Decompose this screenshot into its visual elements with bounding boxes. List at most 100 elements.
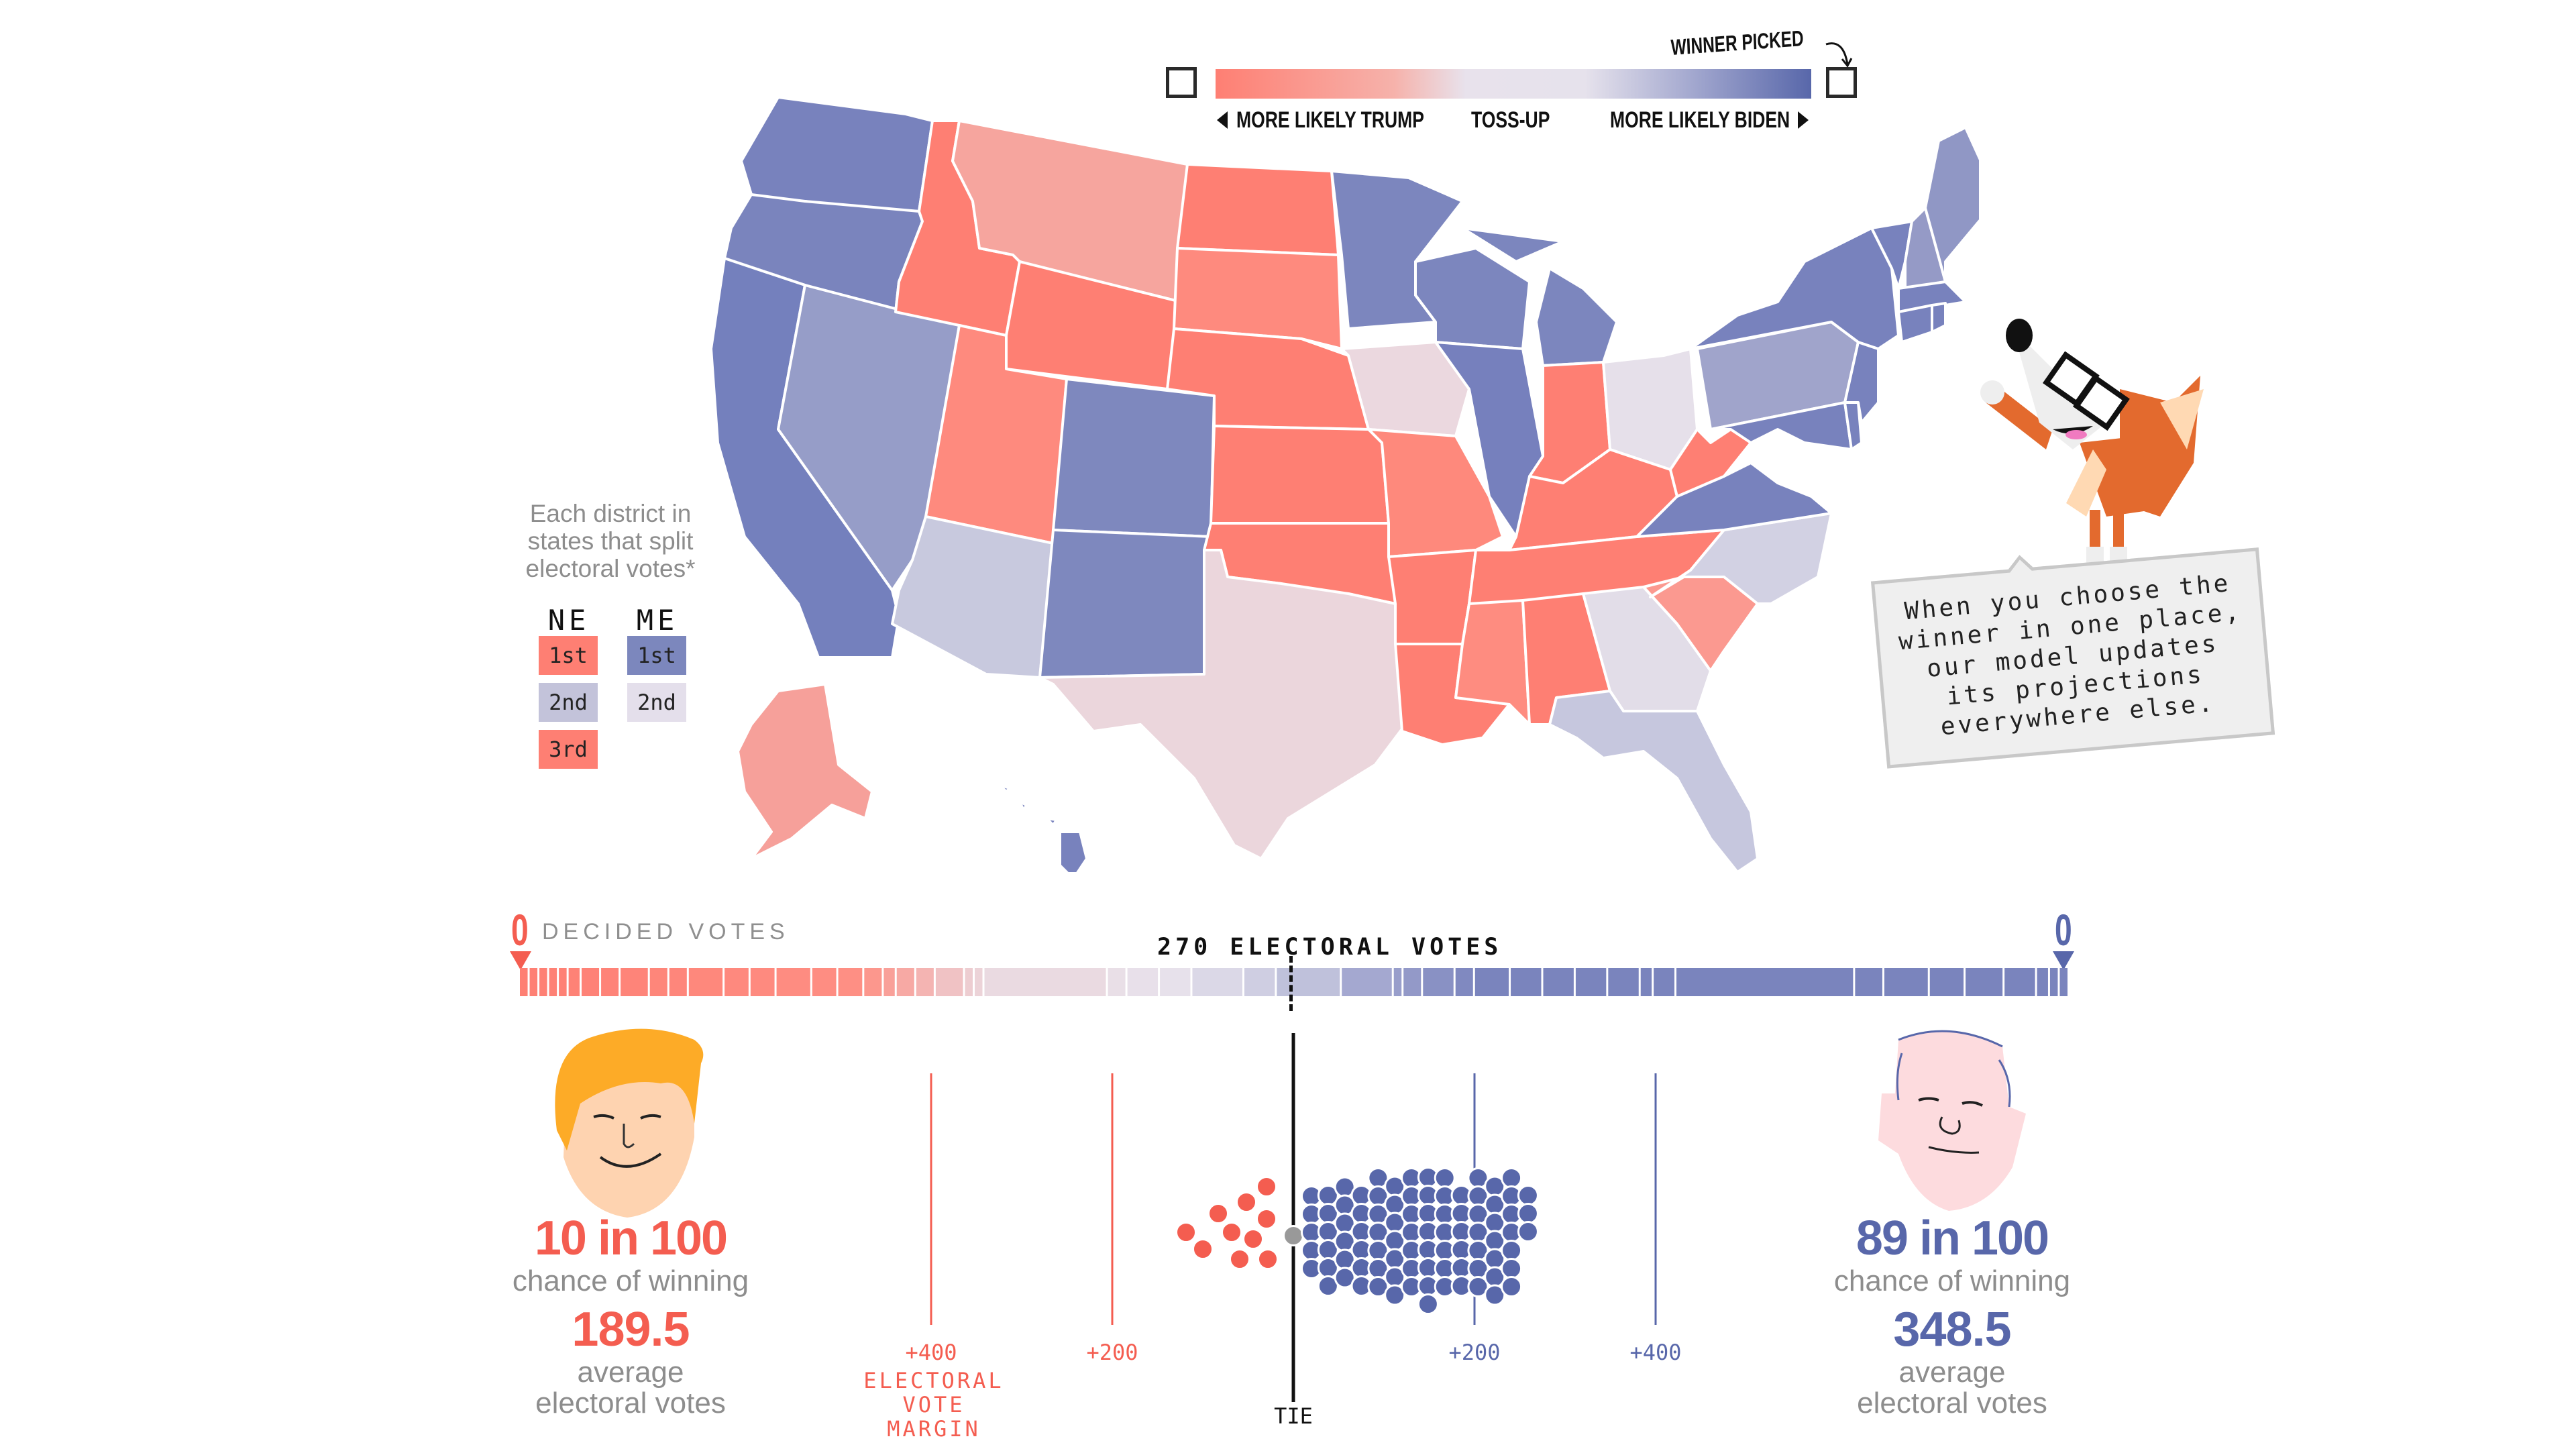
state-WI[interactable] <box>1414 247 1531 350</box>
biden-outcome-dot[interactable] <box>1334 1267 1356 1289</box>
biden-outcome-dot[interactable] <box>1501 1240 1523 1261</box>
ev-bar-segment[interactable] <box>1575 968 1607 996</box>
ev-bar-segment[interactable] <box>1608 968 1639 996</box>
biden-outcome-dot[interactable] <box>1467 1276 1489 1297</box>
ev-bar-segment[interactable] <box>984 968 1106 996</box>
ev-bar-segment[interactable] <box>582 968 600 996</box>
ev-bar-segment[interactable] <box>1160 968 1191 996</box>
ev-bar-segment[interactable] <box>1403 968 1421 996</box>
biden-outcome-dot[interactable] <box>1501 1167 1523 1189</box>
ev-bar-segment[interactable] <box>1855 968 1882 996</box>
ev-bar-segment[interactable] <box>1640 968 1652 996</box>
ev-bar-segment[interactable] <box>1455 968 1473 996</box>
ev-bar-segment[interactable] <box>864 968 882 996</box>
ev-bar-segment[interactable] <box>2049 968 2058 996</box>
biden-outcome-dot[interactable] <box>1517 1221 1539 1242</box>
biden-outcome-dot[interactable] <box>1484 1284 1506 1306</box>
ev-bar-segment[interactable] <box>2059 968 2068 996</box>
ev-bar-segment[interactable] <box>896 968 914 996</box>
ne-district-2[interactable]: 2nd <box>539 683 598 722</box>
ev-bar-segment[interactable] <box>812 968 837 996</box>
ev-bar-segment[interactable] <box>1966 968 2003 996</box>
ev-bar-segment[interactable] <box>1511 968 1542 996</box>
ev-bar-segment[interactable] <box>724 968 749 996</box>
ev-bar-segment[interactable] <box>1676 968 1854 996</box>
state-AK[interactable] <box>737 683 873 860</box>
biden-outcome-dot[interactable] <box>1317 1275 1339 1297</box>
tie-outcome-dot[interactable] <box>1283 1225 1304 1246</box>
ev-bar-segment[interactable] <box>2037 968 2048 996</box>
trump-outcome-dot[interactable] <box>1192 1238 1214 1260</box>
state-FL[interactable] <box>1548 690 1759 872</box>
ev-bar-segment[interactable] <box>539 968 547 996</box>
ev-bar-segment[interactable] <box>1543 968 1574 996</box>
ev-bar-segment[interactable] <box>1423 968 1454 996</box>
state-CO[interactable] <box>1052 378 1216 538</box>
ev-bar-segment[interactable] <box>601 968 619 996</box>
trump-outcome-dot[interactable] <box>1256 1208 1277 1230</box>
biden-outcome-dot[interactable] <box>1517 1203 1539 1224</box>
state-ND[interactable] <box>1176 163 1340 256</box>
ev-bar-segment[interactable] <box>649 968 667 996</box>
biden-outcome-dot[interactable] <box>1434 1167 1456 1189</box>
ev-bar-segment[interactable] <box>520 968 528 996</box>
me-district-2[interactable]: 2nd <box>627 683 686 722</box>
ev-bar-segment[interactable] <box>1393 968 1402 996</box>
state-NC[interactable] <box>1649 512 1833 605</box>
biden-outcome-dot[interactable] <box>1384 1284 1406 1306</box>
ev-bar-segment[interactable] <box>1342 968 1392 996</box>
ev-bar-segment[interactable] <box>916 968 934 996</box>
ev-bar-segment[interactable] <box>1192 968 1242 996</box>
ev-bar-segment[interactable] <box>935 968 963 996</box>
ev-bar-segment[interactable] <box>559 968 567 996</box>
state-ME[interactable] <box>1924 126 1979 283</box>
trump-outcome-dot[interactable] <box>1242 1228 1264 1250</box>
ev-bar-segment[interactable] <box>621 968 648 996</box>
ne-district-1[interactable]: 1st <box>539 636 598 675</box>
state-AR[interactable] <box>1387 549 1477 645</box>
trump-outcome-dot[interactable] <box>1208 1203 1229 1224</box>
ev-bar-segment[interactable] <box>838 968 863 996</box>
biden-outcome-dot[interactable] <box>1417 1293 1439 1315</box>
ev-bar-segment[interactable] <box>1277 968 1340 996</box>
trump-outcome-dot[interactable] <box>1257 1248 1279 1270</box>
me-district-1[interactable]: 1st <box>627 636 686 675</box>
state-TX[interactable] <box>1038 549 1417 860</box>
biden-outcome-dot[interactable] <box>1367 1276 1389 1297</box>
trump-outcome-dot[interactable] <box>1229 1248 1250 1270</box>
state-HI[interactable] <box>998 784 1088 872</box>
ev-bar-segment[interactable] <box>1127 968 1159 996</box>
ev-bar-segment[interactable] <box>1244 968 1275 996</box>
ev-bar-segment[interactable] <box>549 968 557 996</box>
ev-bar-segment[interactable] <box>1108 968 1126 996</box>
ev-bar-segment[interactable] <box>688 968 723 996</box>
state-VT[interactable] <box>1870 220 1913 290</box>
ev-bar-segment[interactable] <box>2004 968 2035 996</box>
ev-bar-segment[interactable] <box>529 968 538 996</box>
ev-bar-segment[interactable] <box>883 968 895 996</box>
biden-outcome-dot[interactable] <box>1501 1258 1523 1279</box>
ev-bar-segment[interactable] <box>568 968 580 996</box>
state-SD[interactable] <box>1173 247 1343 350</box>
ev-bar-segment[interactable] <box>1654 968 1675 996</box>
state-RI[interactable] <box>1931 302 1947 333</box>
trump-winner-picked-swatch[interactable] <box>1166 67 1197 98</box>
trump-outcome-dot[interactable] <box>1256 1176 1277 1197</box>
ne-district-3[interactable]: 3rd <box>539 730 598 769</box>
trump-outcome-dot[interactable] <box>1175 1222 1197 1243</box>
ev-bar-segment[interactable] <box>750 968 775 996</box>
biden-outcome-dot[interactable] <box>1501 1276 1523 1297</box>
biden-outcome-dot[interactable] <box>1517 1185 1539 1206</box>
ev-bar-segment[interactable] <box>669 968 687 996</box>
trump-outcome-dot[interactable] <box>1221 1222 1242 1243</box>
biden-winner-picked-swatch[interactable] <box>1826 67 1857 98</box>
state-WY[interactable] <box>1005 260 1182 390</box>
ev-bar-segment[interactable] <box>974 968 983 996</box>
state-CT[interactable] <box>1897 304 1933 343</box>
ev-bar-segment[interactable] <box>1884 968 1928 996</box>
state-WA[interactable] <box>740 96 934 213</box>
ev-bar-segment[interactable] <box>1474 968 1509 996</box>
state-KS[interactable] <box>1210 425 1390 525</box>
ev-bar-segment[interactable] <box>965 968 973 996</box>
trump-outcome-dot[interactable] <box>1236 1191 1257 1213</box>
